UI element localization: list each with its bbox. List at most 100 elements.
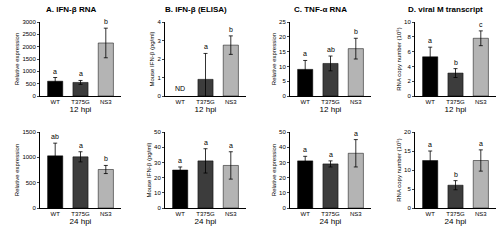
svg-text:Mouse IFN-β (pg/ml): Mouse IFN-β (pg/ml) [146,142,152,197]
svg-text:T375G: T375G [196,211,215,217]
svg-text:1500: 1500 [22,56,36,62]
svg-text:WT: WT [51,211,61,217]
svg-text:6: 6 [407,49,411,55]
svg-text:0: 0 [282,205,286,211]
svg-text:20: 20 [279,175,286,181]
svg-text:0: 0 [407,93,411,99]
svg-text:T375G: T375G [196,99,215,105]
svg-text:3000: 3000 [22,19,36,25]
svg-text:500: 500 [26,81,37,87]
svg-text:2500: 2500 [22,31,36,37]
svg-text:5: 5 [407,186,411,192]
svg-text:24 hpi: 24 hpi [195,217,217,226]
svg-text:20: 20 [154,175,161,181]
svg-text:25: 25 [279,19,286,25]
svg-text:4: 4 [407,64,411,70]
svg-text:20: 20 [279,34,286,40]
svg-text:NS3: NS3 [350,211,362,217]
svg-text:24 hpi: 24 hpi [320,217,342,226]
svg-text:b: b [454,59,458,66]
svg-text:0: 0 [157,93,161,99]
svg-text:12 hpi: 12 hpi [195,105,217,114]
svg-text:15: 15 [279,49,286,55]
svg-text:12 hpi: 12 hpi [445,105,467,114]
svg-text:20: 20 [404,129,411,135]
svg-text:WT: WT [176,211,186,217]
svg-text:2000: 2000 [22,44,36,50]
svg-text:a: a [303,50,307,57]
svg-text:24 hpi: 24 hpi [70,217,92,226]
svg-text:2: 2 [407,78,411,84]
svg-text:NS3: NS3 [350,99,362,105]
svg-text:b: b [229,26,233,33]
svg-text:1500: 1500 [22,129,36,135]
svg-text:40: 40 [279,144,286,150]
svg-text:T375G: T375G [446,99,465,105]
svg-text:c: c [479,21,483,28]
svg-text:0: 0 [32,93,36,99]
svg-text:NS3: NS3 [100,211,112,217]
svg-text:5: 5 [282,78,286,84]
svg-text:T375G: T375G [446,211,465,217]
svg-text:D. viral M transcript: D. viral M transcript [408,5,483,14]
svg-text:NS3: NS3 [225,99,237,105]
svg-text:8: 8 [407,34,411,40]
svg-text:Relative expression: Relative expression [271,144,277,196]
svg-text:a: a [354,130,358,137]
svg-text:T375G: T375G [71,211,90,217]
svg-text:WT: WT [176,99,186,105]
svg-text:1: 1 [157,75,161,81]
svg-text:B. IFN-β (ELISA): B. IFN-β (ELISA) [165,5,227,14]
svg-text:0: 0 [157,205,161,211]
svg-text:12 hpi: 12 hpi [320,105,342,114]
svg-text:3: 3 [157,38,161,44]
svg-text:30: 30 [154,160,161,166]
svg-text:50: 50 [154,129,161,135]
svg-text:NS3: NS3 [475,99,487,105]
svg-text:10: 10 [404,19,411,25]
svg-text:ab: ab [327,46,335,53]
svg-text:a: a [428,141,432,148]
svg-text:ab: ab [51,133,59,140]
svg-text:0: 0 [407,205,411,211]
svg-text:WT: WT [301,99,311,105]
svg-text:b: b [454,171,458,178]
svg-text:10: 10 [404,167,411,173]
svg-text:500: 500 [26,180,37,186]
svg-text:NS3: NS3 [100,99,112,105]
svg-text:a: a [229,142,233,149]
svg-text:2: 2 [157,56,161,62]
svg-text:b: b [104,18,108,25]
svg-text:a: a [79,142,83,149]
svg-text:WT: WT [51,99,61,105]
svg-text:1000: 1000 [22,68,36,74]
svg-text:10: 10 [279,64,286,70]
svg-text:a: a [79,70,83,77]
svg-text:A. IFN-β RNA: A. IFN-β RNA [46,5,96,14]
svg-text:C. TNF-α RNA: C. TNF-α RNA [294,5,347,14]
svg-text:RNA copy number (10⁵): RNA copy number (10⁵) [396,27,402,91]
svg-text:a: a [428,37,432,44]
svg-text:Relative expression: Relative expression [14,144,20,196]
svg-text:0: 0 [32,205,36,211]
svg-text:a: a [178,157,182,164]
svg-text:NS3: NS3 [475,211,487,217]
svg-text:a: a [204,43,208,50]
svg-text:b: b [104,155,108,162]
svg-text:a: a [303,146,307,153]
svg-text:T375G: T375G [321,99,340,105]
svg-text:b: b [354,28,358,35]
svg-text:T375G: T375G [321,211,340,217]
svg-text:RNA copy number (10⁵): RNA copy number (10⁵) [396,138,402,202]
svg-text:T375G: T375G [71,99,90,105]
svg-text:ND: ND [175,85,185,92]
svg-text:30: 30 [279,160,286,166]
svg-text:4: 4 [157,19,161,25]
svg-text:10: 10 [154,190,161,196]
svg-text:12 hpi: 12 hpi [70,105,92,114]
svg-text:Relative expression: Relative expression [271,33,277,85]
svg-text:a: a [479,140,483,147]
svg-text:40: 40 [154,144,161,150]
svg-text:Relative expression: Relative expression [14,33,20,85]
svg-text:0: 0 [282,93,286,99]
